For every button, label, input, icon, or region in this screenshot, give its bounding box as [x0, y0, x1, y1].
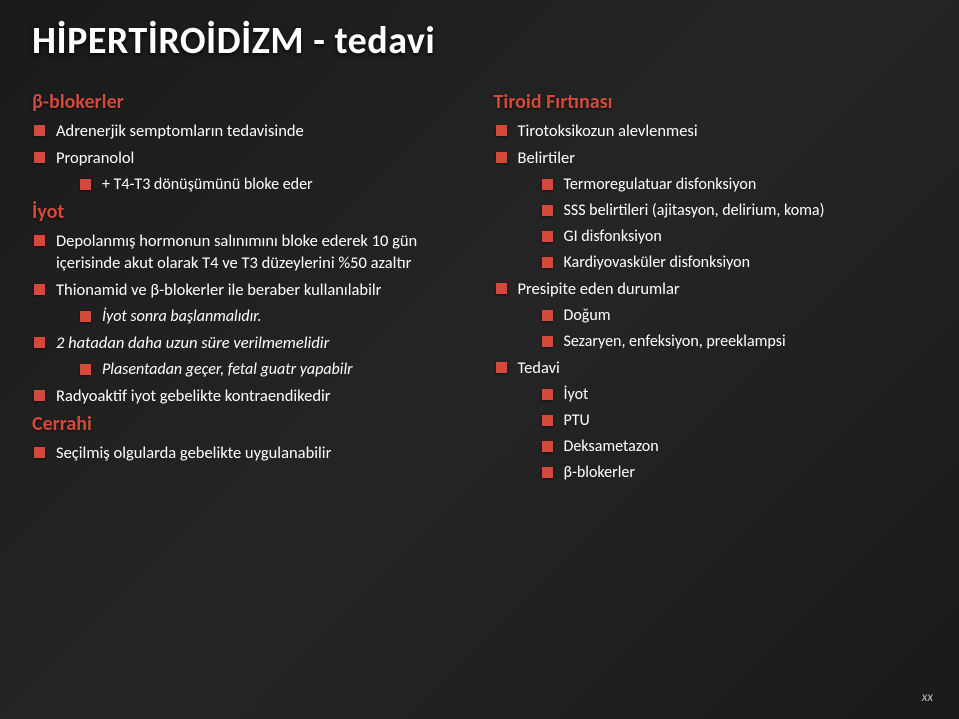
list-item: Propranolol + T4-T3 dönüşümünü bloke ede…: [32, 147, 466, 196]
list-item: Doğum: [540, 305, 928, 327]
list-item-label: Thionamid ve β-blokerler ile beraber kul…: [56, 280, 381, 300]
content-columns: β-blokerler Adrenerjik semptomların teda…: [32, 86, 927, 488]
list-item-label: Belirtiler: [518, 148, 575, 168]
list-item: Kardiyovasküler disfonksiyon: [540, 252, 928, 274]
list-item: Tedavi İyot PTU Deksametazon β-blokerler: [494, 357, 928, 484]
slide-title: HİPERTİROİDİZM - tedavi: [32, 18, 927, 64]
section-header-tiroid-firtinasi: Tiroid Fırtınası: [494, 90, 928, 114]
list-cerrahi: Seçilmiş olgularda gebelikte uygulanabil…: [32, 442, 466, 465]
list-item: Termoregulatuar disfonksiyon: [540, 174, 928, 196]
list-item: Tirotoksikozun alevlenmesi: [494, 120, 928, 143]
section-header-beta-blockers: β-blokerler: [32, 90, 466, 114]
list-item: Radyoaktif iyot gebelikte kontraendikedi…: [32, 385, 466, 408]
list-item: Deksametazon: [540, 436, 928, 458]
list-item: Thionamid ve β-blokerler ile beraber kul…: [32, 279, 466, 328]
list-item-label: 2 hatadan daha uzun süre verilmemelidir: [56, 333, 329, 353]
list-item: Depolanmış hormonun salınımını bloke ede…: [32, 230, 466, 276]
list-item: 2 hatadan daha uzun süre verilmemelidir …: [32, 332, 466, 381]
list-iyot: Depolanmış hormonun salınımını bloke ede…: [32, 230, 466, 408]
list-item-label: Presipite eden durumlar: [518, 279, 680, 299]
list-item-label: Tedavi: [518, 358, 560, 378]
list-item: GI disfonksiyon: [540, 226, 928, 248]
list-item: Presipite eden durumlar Doğum Sezaryen, …: [494, 278, 928, 353]
left-column: β-blokerler Adrenerjik semptomların teda…: [32, 86, 466, 488]
list-item: SSS belirtileri (ajitasyon, delirium, ko…: [540, 200, 928, 222]
section-header-cerrahi: Cerrahi: [32, 412, 466, 436]
list-item: PTU: [540, 410, 928, 432]
list-item: β-blokerler: [540, 462, 928, 484]
page-number: xx: [922, 690, 933, 705]
list-item: Seçilmiş olgularda gebelikte uygulanabil…: [32, 442, 466, 465]
list-item: + T4-T3 dönüşümünü bloke eder: [78, 174, 466, 196]
list-item: Belirtiler Termoregulatuar disfonksiyon …: [494, 147, 928, 274]
list-item: Adrenerjik semptomların tedavisinde: [32, 120, 466, 143]
list-tiroid-firtinasi: Tirotoksikozun alevlenmesi Belirtiler Te…: [494, 120, 928, 484]
right-column: Tiroid Fırtınası Tirotoksikozun alevlenm…: [494, 86, 928, 488]
list-item: Sezaryen, enfeksiyon, preeklampsi: [540, 331, 928, 353]
list-beta-blockers: Adrenerjik semptomların tedavisinde Prop…: [32, 120, 466, 196]
list-item-label: Propranolol: [56, 148, 134, 168]
list-item: İyot sonra başlanmalıdır.: [78, 306, 466, 328]
list-item: Plasentadan geçer, fetal guatr yapabilr: [78, 359, 466, 381]
slide: HİPERTİROİDİZM - tedavi β-blokerler Adre…: [0, 0, 959, 719]
list-item: İyot: [540, 384, 928, 406]
section-header-iyot: İyot: [32, 200, 466, 224]
